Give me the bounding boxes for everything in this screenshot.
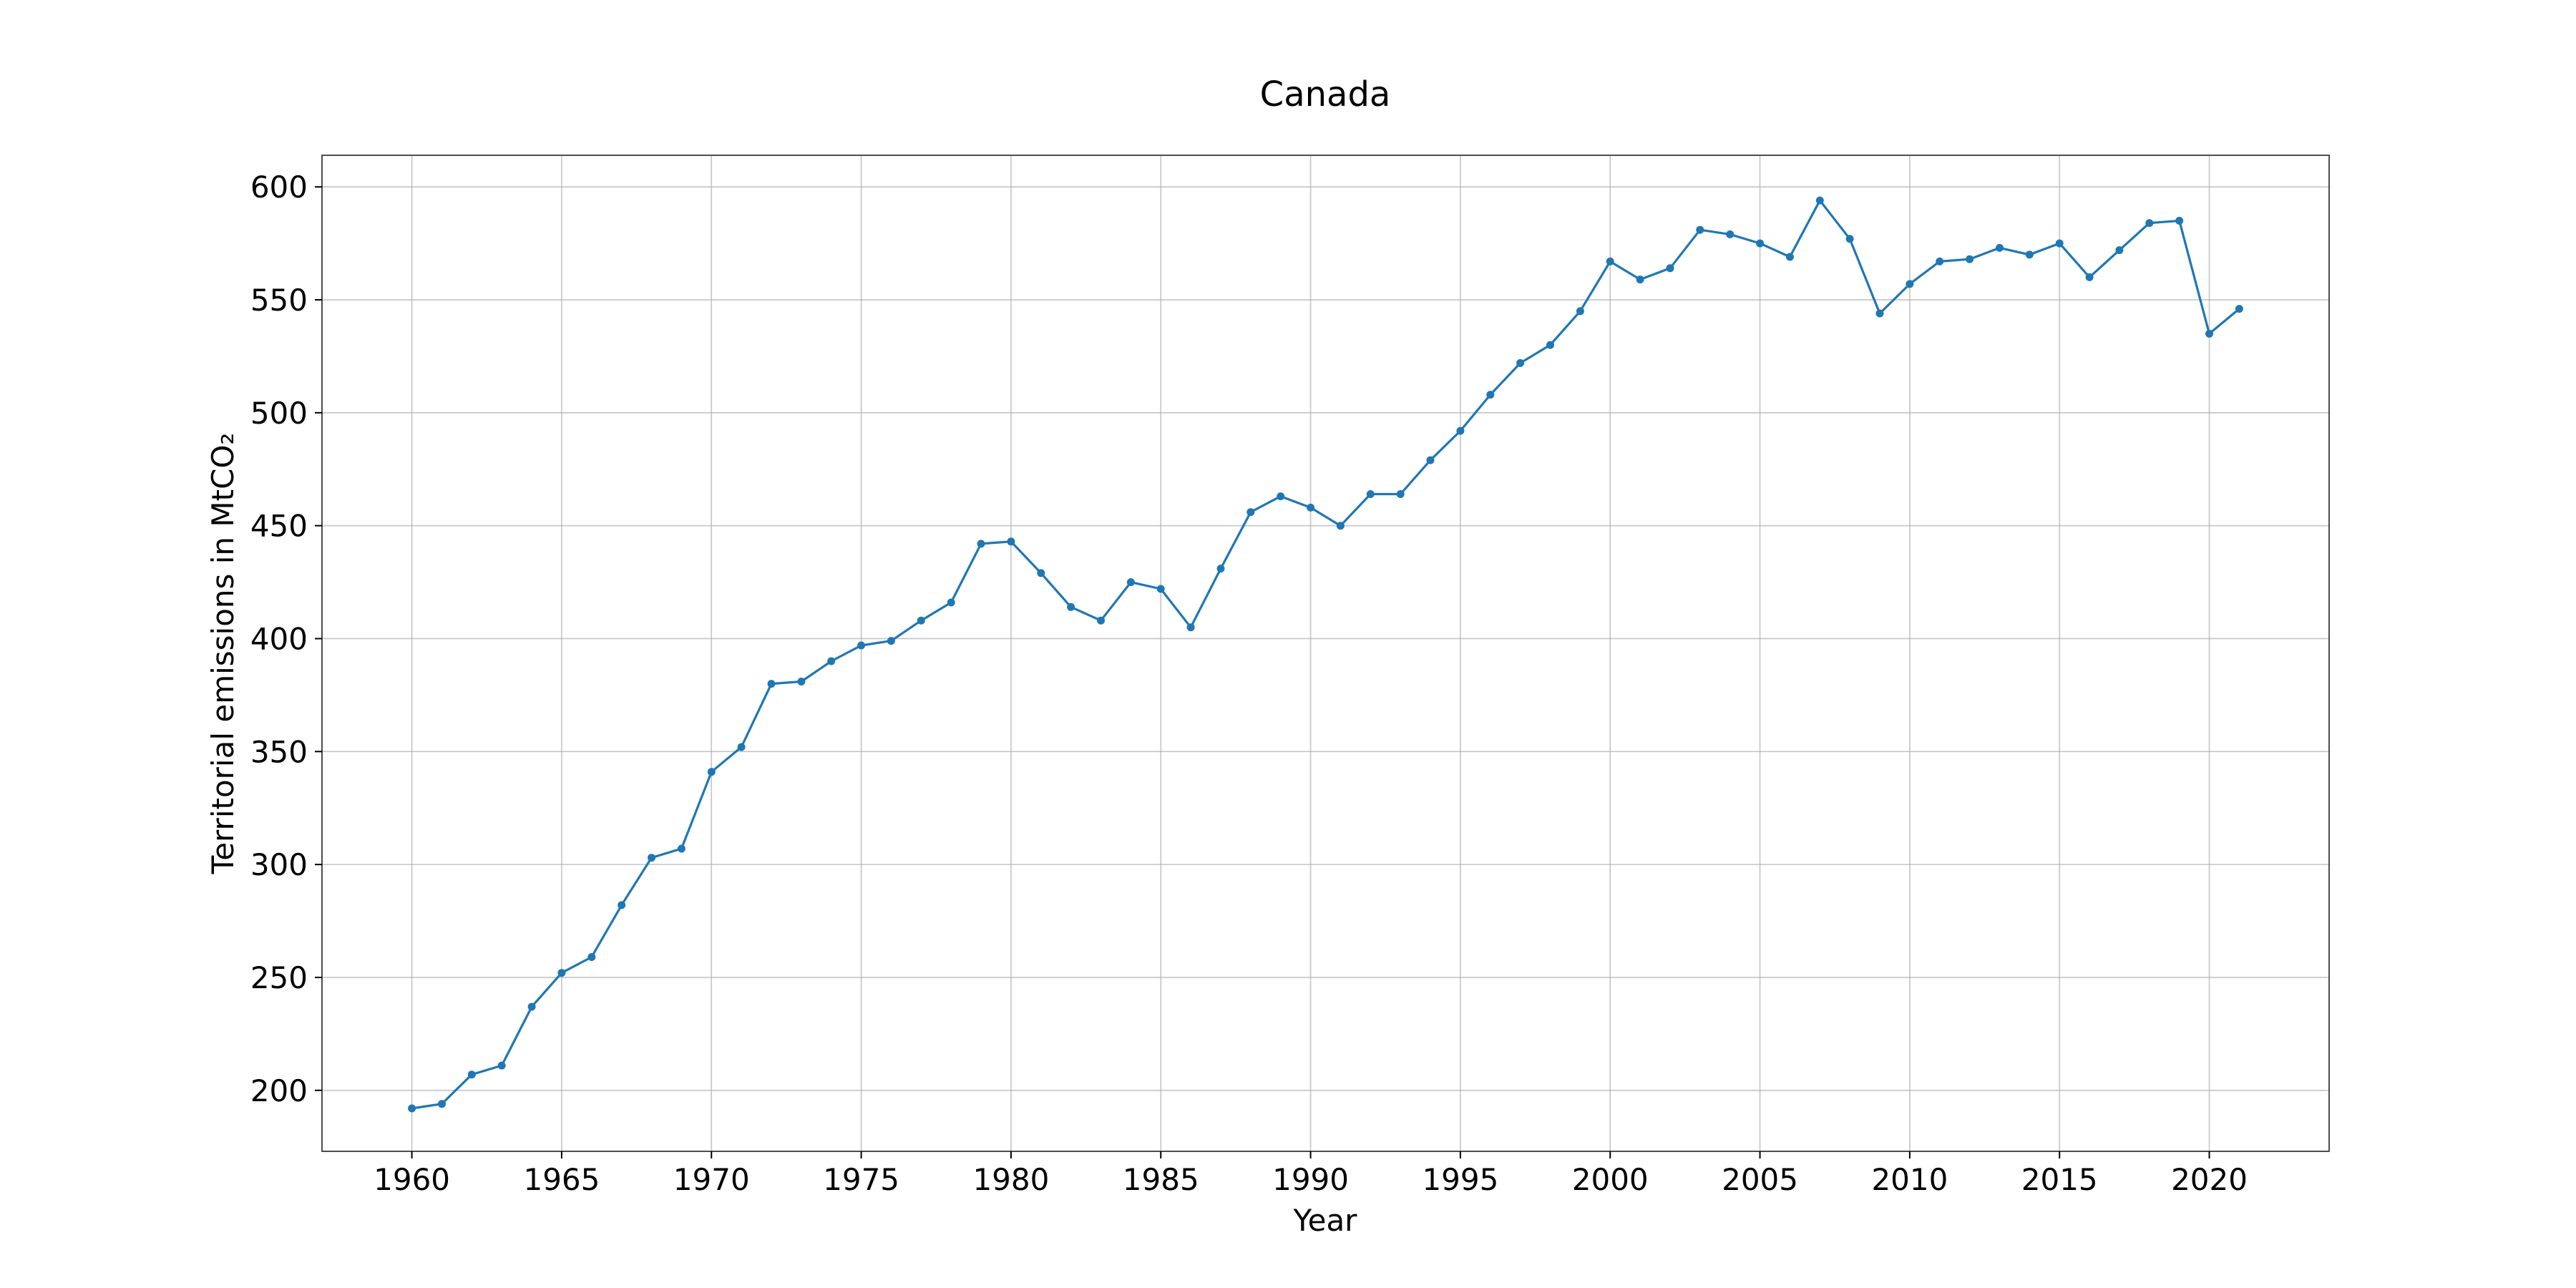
data-point: [1636, 275, 1644, 284]
data-point: [767, 680, 776, 688]
data-point: [1906, 280, 1914, 288]
data-point: [467, 1070, 476, 1079]
data-point: [1546, 341, 1554, 349]
x-tick-label: 1995: [1422, 1162, 1498, 1197]
data-point: [2175, 217, 2184, 225]
data-point: [1936, 257, 1944, 265]
data-point: [618, 901, 626, 909]
data-point: [2055, 239, 2064, 248]
y-tick-label: 200: [250, 1073, 308, 1108]
y-tick-label: 300: [250, 847, 308, 882]
y-tick-label: 600: [250, 170, 308, 205]
y-tick-label: 250: [250, 960, 308, 995]
data-point: [707, 768, 716, 776]
data-point: [557, 969, 566, 977]
data-point: [1037, 569, 1045, 577]
y-axis-label: Territorial emissions in MtCO₂: [205, 433, 240, 875]
data-point: [527, 1002, 536, 1011]
x-tick-label: 2010: [1871, 1162, 1948, 1197]
data-point: [1156, 585, 1165, 593]
data-point: [1875, 309, 1884, 318]
axis-ticks: 1960 1965 1970 1975 1980 1985 1990 1995 2000 2005…: [250, 170, 2248, 1197]
data-point: [2085, 273, 2094, 281]
data-point: [497, 1061, 506, 1070]
data-point: [2235, 305, 2243, 313]
data-point: [1336, 522, 1345, 530]
data-point: [1426, 456, 1435, 464]
data-point: [2025, 250, 2034, 259]
data-point: [1756, 239, 1765, 248]
y-tick-label: 350: [250, 734, 308, 769]
chart-title: Canada: [1260, 74, 1391, 114]
data-point: [1366, 490, 1375, 498]
data-point: [797, 678, 806, 686]
x-tick-label: 1960: [374, 1162, 450, 1197]
series-layer: [408, 196, 2243, 1113]
data-point: [1456, 426, 1465, 435]
x-tick-label: 1975: [823, 1162, 899, 1197]
data-point: [1097, 616, 1105, 625]
data-point: [977, 540, 985, 548]
data-point: [1486, 391, 1495, 399]
x-tick-label: 2005: [1722, 1162, 1798, 1197]
data-point: [1307, 503, 1315, 512]
data-point: [1606, 257, 1614, 265]
data-point: [1396, 490, 1405, 498]
data-point: [1067, 602, 1075, 611]
data-point: [1246, 508, 1255, 517]
data-point: [1966, 255, 1974, 263]
data-point: [677, 844, 686, 853]
data-point: [1007, 537, 1015, 546]
data-point: [947, 598, 955, 607]
data-point: [1785, 253, 1794, 261]
data-point: [1126, 578, 1135, 587]
data-point: [1696, 225, 1704, 234]
data-point: [1576, 307, 1584, 316]
x-tick-label: 2020: [2171, 1162, 2248, 1197]
x-tick-label: 1985: [1123, 1162, 1199, 1197]
data-point: [2205, 329, 2213, 338]
x-tick-label: 1965: [523, 1162, 600, 1197]
y-tick-label: 450: [250, 509, 308, 544]
x-tick-label: 1970: [673, 1162, 750, 1197]
y-tick-label: 550: [250, 283, 308, 318]
data-point: [737, 743, 746, 751]
data-point: [2115, 246, 2124, 255]
data-point: [827, 657, 836, 665]
data-point: [1996, 243, 2004, 252]
data-point: [1516, 358, 1525, 367]
series-line: [410, 199, 2240, 1110]
data-point: [2145, 219, 2154, 228]
data-point: [1216, 565, 1225, 573]
x-tick-label: 1990: [1272, 1162, 1349, 1197]
data-point: [1277, 492, 1285, 501]
x-tick-label: 1980: [972, 1162, 1049, 1197]
data-point: [587, 953, 596, 961]
data-point: [408, 1104, 416, 1113]
grid: [322, 155, 2329, 1151]
data-point: [1186, 623, 1195, 632]
y-tick-label: 400: [250, 621, 308, 656]
data-point: [1726, 230, 1735, 238]
data-point: [917, 616, 925, 625]
data-point: [857, 641, 866, 650]
data-point: [438, 1100, 446, 1108]
y-tick-label: 500: [250, 396, 308, 431]
x-tick-label: 2000: [1572, 1162, 1649, 1197]
data-point: [887, 637, 895, 645]
data-point: [1815, 196, 1824, 205]
plot-area-frame: [321, 155, 2330, 1152]
x-axis-label: Year: [1293, 1203, 1358, 1238]
data-point: [648, 854, 655, 862]
data-point: [1845, 235, 1854, 243]
x-tick-label: 2015: [2021, 1162, 2098, 1197]
data-point: [1666, 264, 1674, 273]
